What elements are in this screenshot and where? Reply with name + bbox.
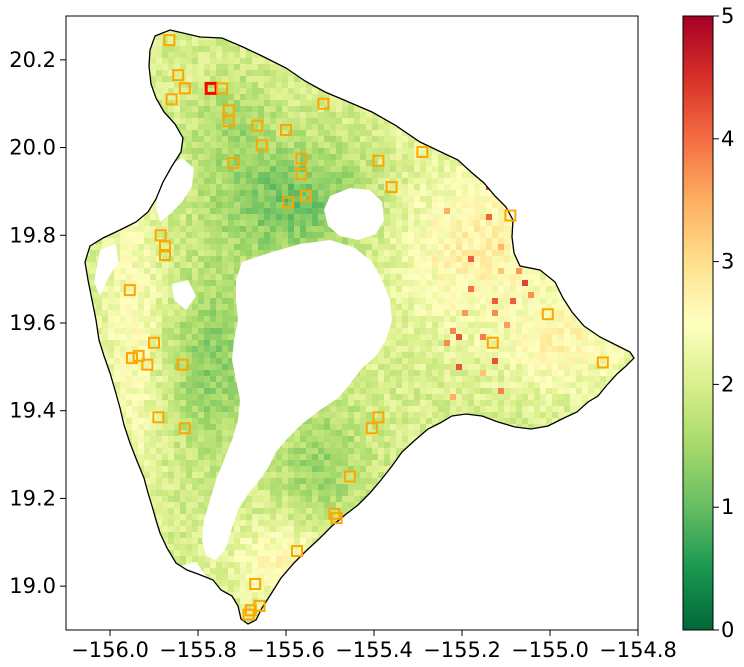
y-axis: 19.0 19.2 19.4 19.6 19.8 20.0 20.2 bbox=[9, 48, 66, 598]
station-marker bbox=[291, 545, 303, 558]
station-marker bbox=[141, 358, 154, 371]
station-marker bbox=[152, 411, 165, 424]
station-marker bbox=[249, 577, 262, 590]
station-marker bbox=[596, 356, 609, 369]
y-tick-label: 19.8 bbox=[9, 223, 56, 247]
station-marker bbox=[159, 240, 171, 253]
station-marker bbox=[172, 69, 185, 82]
y-tick-label: 20.2 bbox=[9, 48, 56, 72]
y-tick-label: 19.6 bbox=[9, 311, 56, 335]
station-marker bbox=[222, 115, 235, 128]
station-marker bbox=[280, 124, 292, 137]
station-marker bbox=[165, 93, 178, 106]
station-marker bbox=[148, 336, 160, 349]
x-tick-label: −155.6 bbox=[247, 638, 325, 662]
y-tick-label: 19.0 bbox=[9, 574, 56, 598]
station-marker bbox=[416, 145, 429, 158]
x-tick-label: −155.8 bbox=[159, 638, 237, 662]
station-marker bbox=[504, 209, 517, 222]
colorbar-tick-label: 4 bbox=[721, 127, 734, 151]
station-marker bbox=[126, 352, 138, 365]
station-marker bbox=[123, 284, 136, 297]
station-marker bbox=[372, 154, 385, 167]
station-marker bbox=[251, 119, 264, 132]
station-marker bbox=[372, 411, 385, 424]
station-marker bbox=[295, 167, 308, 180]
station-marker bbox=[299, 189, 312, 202]
colorbar-tick-label: 1 bbox=[721, 495, 734, 519]
station-marker bbox=[216, 82, 229, 95]
colorbar-tick-label: 0 bbox=[721, 618, 734, 642]
x-axis: −156.0 −155.8 −155.6 −155.4 −155.2 −155.0 −154… bbox=[71, 630, 677, 662]
station-marker bbox=[486, 336, 499, 349]
x-tick-label: −155.2 bbox=[423, 638, 501, 662]
x-tick-label: −156.0 bbox=[71, 638, 149, 662]
station-marker bbox=[385, 181, 398, 194]
station-marker bbox=[541, 308, 554, 321]
station-marker bbox=[365, 422, 378, 435]
station-marker bbox=[242, 608, 255, 621]
station-marker bbox=[132, 349, 145, 362]
station-marker bbox=[295, 152, 308, 165]
coastline bbox=[84, 29, 635, 625]
colorbar-tick-label: 5 bbox=[721, 4, 734, 28]
x-tick-label: −155.0 bbox=[511, 638, 589, 662]
station-marker bbox=[178, 422, 191, 435]
station-marker bbox=[343, 470, 356, 483]
station-marker bbox=[159, 249, 171, 262]
x-tick-label: −154.8 bbox=[599, 638, 677, 662]
y-tick-label: 20.0 bbox=[9, 136, 56, 160]
station-marker bbox=[282, 196, 295, 209]
station-marker bbox=[178, 82, 191, 95]
colorbar-tick-label: 2 bbox=[721, 372, 734, 396]
colorbar-axis: 0 1 2 3 4 5 bbox=[713, 4, 734, 642]
y-tick-label: 19.4 bbox=[9, 399, 56, 423]
x-tick-label: −155.4 bbox=[335, 638, 413, 662]
y-tick-label: 19.2 bbox=[9, 486, 56, 510]
station-marker bbox=[255, 139, 268, 152]
no-data-regions bbox=[94, 158, 506, 588]
station-markers bbox=[123, 34, 609, 621]
colorbar bbox=[682, 15, 714, 631]
station-marker bbox=[163, 34, 176, 47]
colorbar-tick-label: 3 bbox=[721, 250, 734, 274]
station-marker bbox=[176, 358, 189, 371]
station-marker bbox=[330, 512, 343, 525]
station-marker bbox=[317, 97, 330, 110]
station-marker bbox=[227, 156, 240, 169]
